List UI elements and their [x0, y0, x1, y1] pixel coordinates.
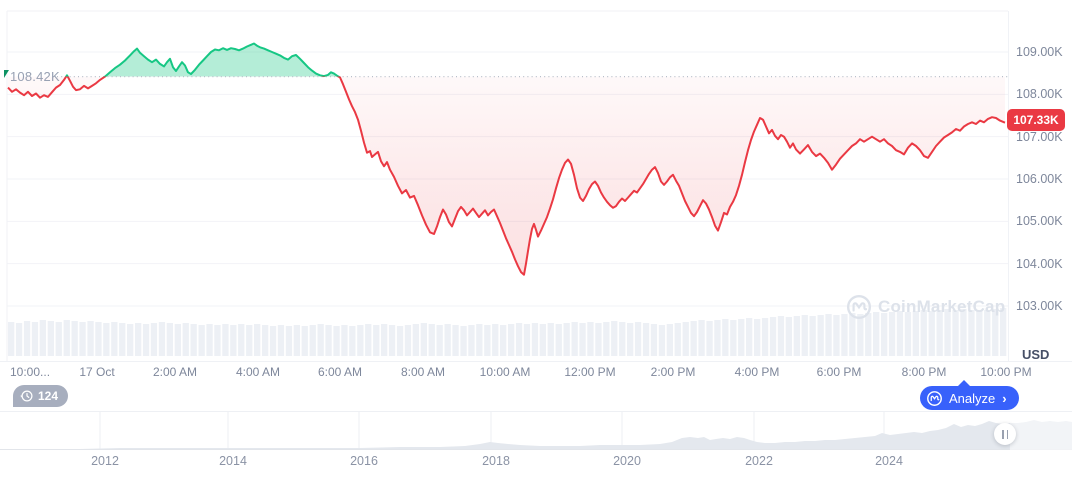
year-axis-tick: 2014	[219, 454, 247, 468]
time-axis-tick: 10:00 PM	[980, 365, 1032, 379]
price-chart[interactable]	[0, 0, 1008, 362]
time-axis-tick: 8:00 AM	[400, 365, 446, 379]
time-axis-tick: 10:00 AM	[479, 365, 531, 379]
time-axis-tick: 6:00 AM	[317, 365, 363, 379]
year-axis-tick: 2024	[875, 454, 903, 468]
analyze-button[interactable]: Analyze ›	[920, 386, 1019, 410]
time-axis-tick: 8:00 PM	[901, 365, 947, 379]
analyze-button-label: Analyze	[949, 390, 996, 406]
time-axis-tick: 10:00...	[10, 365, 51, 379]
price-axis-tick: 109.00K	[1016, 45, 1063, 59]
year-axis-tick: 2016	[350, 454, 378, 468]
year-axis: 2012 2014 2016 2018 2020 2022 2024	[0, 452, 1072, 472]
price-axis: 109.00K 108.00K 107.00K 106.00K 105.00K 104.0…	[1007, 11, 1072, 362]
time-axis-tick: 17 Oct	[79, 365, 115, 379]
chart-bottom-divider	[0, 361, 1072, 362]
time-axis-tick: 2:00 AM	[152, 365, 198, 379]
time-axis-tick: 6:00 PM	[816, 365, 862, 379]
price-axis-tick: 103.00K	[1016, 298, 1063, 313]
time-axis: 10:00... 17 Oct 2:00 AM 4:00 AM 6:00 AM 8:00 …	[0, 362, 1072, 384]
year-axis-tick: 2020	[613, 454, 641, 468]
price-axis-tick: 104.00K	[1016, 256, 1063, 271]
clock-history-icon	[20, 390, 33, 402]
time-axis-tick: 2:00 PM	[650, 365, 696, 379]
time-axis-tick: 4:00 PM	[734, 365, 780, 379]
year-axis-tick: 2012	[91, 454, 119, 468]
range-selector-minimap[interactable]	[0, 412, 1072, 451]
time-axis-tick: 12:00 PM	[564, 365, 616, 379]
current-price-badge: 107.33K	[1007, 109, 1065, 131]
baseline-marker-icon	[4, 70, 9, 78]
analyze-pointer-icon	[957, 380, 971, 387]
year-axis-tick: 2018	[482, 454, 510, 468]
currency-unit-label: USD	[1022, 347, 1050, 362]
price-axis-tick: 105.00K	[1016, 214, 1063, 229]
range-selector-handle[interactable]	[994, 423, 1016, 445]
history-count-badge[interactable]: 124	[13, 385, 69, 407]
history-count-value: 124	[38, 389, 59, 403]
baseline-price-label: 108.42K	[10, 69, 60, 84]
minimap-top-divider	[0, 411, 1072, 412]
price-axis-tick: 108.00K	[1016, 87, 1063, 102]
price-axis-tick: 106.00K	[1016, 171, 1063, 186]
coinmarketcap-logo-icon	[927, 390, 942, 406]
chevron-right-icon: ›	[1002, 390, 1007, 406]
price-axis-tick: 107.00K	[1016, 129, 1063, 144]
time-axis-tick: 4:00 AM	[235, 365, 281, 379]
year-axis-tick: 2022	[745, 454, 773, 468]
